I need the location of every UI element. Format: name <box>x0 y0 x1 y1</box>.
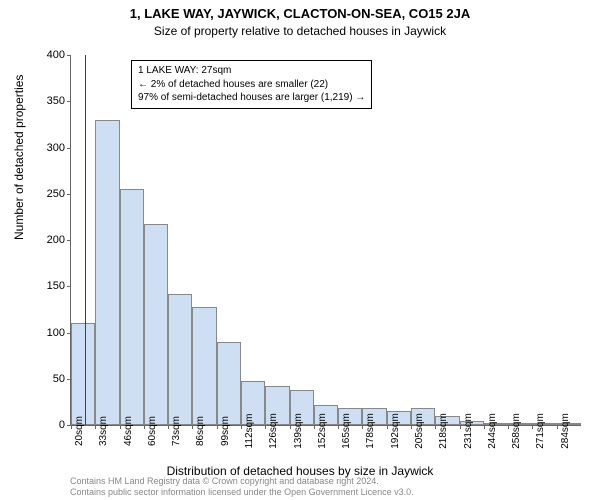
chart-title: 1, LAKE WAY, JAYWICK, CLACTON-ON-SEA, CO… <box>0 6 600 21</box>
marker-line <box>85 55 86 425</box>
x-tick-label: 20sqm <box>74 416 85 446</box>
x-tick-label: 271sqm <box>535 413 546 449</box>
y-tick-label: 250 <box>5 188 65 200</box>
x-tick-label: 33sqm <box>98 416 109 446</box>
x-tick-label: 165sqm <box>341 413 352 449</box>
footer-line-1: Contains HM Land Registry data © Crown c… <box>70 476 414 487</box>
x-tick-mark <box>314 425 315 429</box>
x-tick-mark <box>557 425 558 429</box>
x-tick-mark <box>484 425 485 429</box>
y-tick-mark <box>67 240 71 241</box>
x-tick-mark <box>411 425 412 429</box>
info-line-3: 97% of semi-detached houses are larger (… <box>138 91 365 105</box>
x-tick-label: 86sqm <box>195 416 206 446</box>
y-tick-label: 150 <box>5 280 65 292</box>
x-tick-mark <box>241 425 242 429</box>
histogram-bar <box>192 307 216 425</box>
x-tick-mark <box>168 425 169 429</box>
y-tick-label: 400 <box>5 49 65 61</box>
x-tick-mark <box>95 425 96 429</box>
x-tick-label: 126sqm <box>268 413 279 449</box>
y-tick-label: 350 <box>5 95 65 107</box>
x-tick-label: 139sqm <box>293 413 304 449</box>
x-tick-mark <box>120 425 121 429</box>
y-tick-mark <box>67 194 71 195</box>
chart-container: 1, LAKE WAY, JAYWICK, CLACTON-ON-SEA, CO… <box>0 0 600 500</box>
histogram-bar <box>71 323 95 425</box>
x-tick-mark <box>532 425 533 429</box>
histogram-bar <box>95 120 119 425</box>
x-tick-mark <box>192 425 193 429</box>
x-tick-mark <box>144 425 145 429</box>
x-tick-label: 99sqm <box>220 416 231 446</box>
x-tick-label: 284sqm <box>560 413 571 449</box>
x-tick-label: 258sqm <box>511 413 522 449</box>
histogram-bar <box>168 294 192 425</box>
footer-attribution: Contains HM Land Registry data © Crown c… <box>70 476 414 498</box>
footer-line-2: Contains public sector information licen… <box>70 487 414 498</box>
x-tick-mark <box>387 425 388 429</box>
x-tick-label: 112sqm <box>244 414 255 449</box>
x-tick-mark <box>265 425 266 429</box>
chart-subtitle: Size of property relative to detached ho… <box>0 24 600 38</box>
y-tick-mark <box>67 55 71 56</box>
info-line-2: ← 2% of detached houses are smaller (22) <box>138 78 365 92</box>
x-tick-label: 218sqm <box>438 413 449 449</box>
y-tick-mark <box>67 286 71 287</box>
histogram-bar <box>120 189 144 425</box>
x-tick-label: 205sqm <box>414 413 425 449</box>
x-tick-label: 60sqm <box>147 416 158 446</box>
y-tick-label: 300 <box>5 142 65 154</box>
y-tick-label: 50 <box>5 373 65 385</box>
x-tick-mark <box>508 425 509 429</box>
x-tick-label: 46sqm <box>123 416 134 446</box>
y-tick-label: 0 <box>5 419 65 431</box>
info-box: 1 LAKE WAY: 27sqm ← 2% of detached house… <box>131 60 372 109</box>
info-line-1: 1 LAKE WAY: 27sqm <box>138 64 365 78</box>
x-tick-label: 73sqm <box>171 416 182 446</box>
x-tick-mark <box>290 425 291 429</box>
x-tick-label: 152sqm <box>317 413 328 449</box>
x-tick-mark <box>338 425 339 429</box>
x-tick-mark <box>460 425 461 429</box>
histogram-bar <box>144 224 168 425</box>
x-tick-label: 231sqm <box>463 413 474 449</box>
plot-area: 1 LAKE WAY: 27sqm ← 2% of detached house… <box>70 55 581 426</box>
x-tick-mark <box>435 425 436 429</box>
y-tick-label: 200 <box>5 234 65 246</box>
x-tick-label: 178sqm <box>365 413 376 449</box>
histogram-bar <box>217 342 241 425</box>
x-tick-label: 192sqm <box>390 413 401 449</box>
x-tick-mark <box>362 425 363 429</box>
x-tick-mark <box>217 425 218 429</box>
y-tick-mark <box>67 101 71 102</box>
x-tick-mark <box>71 425 72 429</box>
y-tick-mark <box>67 148 71 149</box>
y-tick-label: 100 <box>5 327 65 339</box>
x-tick-label: 244sqm <box>487 413 498 449</box>
